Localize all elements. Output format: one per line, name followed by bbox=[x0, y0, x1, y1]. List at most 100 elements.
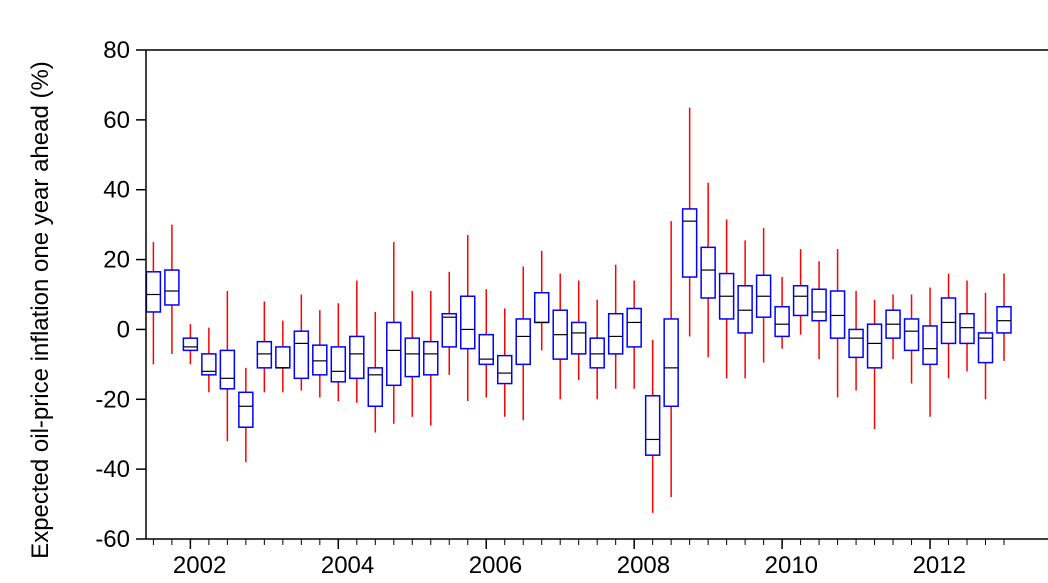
box-iqr bbox=[404, 337, 421, 378]
box-iqr bbox=[700, 246, 716, 299]
x-tick-label: 2008 bbox=[617, 552, 670, 578]
y-tick-label: 20 bbox=[103, 247, 130, 274]
y-tick-label: -60 bbox=[95, 526, 130, 553]
box-group bbox=[626, 280, 642, 389]
box-group bbox=[404, 291, 421, 417]
box-group bbox=[996, 273, 1012, 361]
box-iqr bbox=[774, 305, 790, 338]
box-group bbox=[256, 301, 273, 393]
y-tick-label: -40 bbox=[95, 456, 130, 483]
box-iqr bbox=[275, 346, 291, 369]
x-tick-label: 2002 bbox=[173, 552, 226, 578]
box-iqr bbox=[441, 312, 458, 348]
y-axis-title: Expected oil-price inflation one year ah… bbox=[27, 61, 54, 559]
box-iqr bbox=[866, 323, 883, 369]
y-tick-label: 80 bbox=[103, 37, 130, 64]
box-group bbox=[496, 308, 513, 417]
box-iqr bbox=[737, 285, 753, 334]
box-group bbox=[607, 264, 624, 389]
box-iqr bbox=[312, 344, 328, 376]
box-iqr bbox=[663, 318, 679, 408]
box-iqr bbox=[644, 395, 661, 456]
box-iqr bbox=[626, 307, 642, 348]
box-group bbox=[848, 291, 864, 391]
box-group bbox=[423, 291, 439, 426]
box-iqr bbox=[293, 330, 310, 380]
box-iqr bbox=[349, 335, 365, 380]
box-group bbox=[959, 280, 975, 372]
x-tick-label: 2012 bbox=[913, 552, 966, 578]
box-group bbox=[275, 320, 291, 393]
box-group bbox=[330, 303, 347, 402]
y-tick-label: 0 bbox=[117, 316, 130, 343]
box-iqr bbox=[330, 346, 347, 383]
box-iqr bbox=[533, 292, 550, 324]
box-group bbox=[755, 228, 772, 363]
box-group bbox=[589, 299, 605, 400]
box-group bbox=[182, 324, 199, 365]
axes-layer: -60 -40 -20 0 20 40 60 80 2002 2004 2006 2008 2010 20… bbox=[95, 37, 1048, 579]
box-group bbox=[681, 107, 698, 337]
box-iqr bbox=[589, 337, 605, 369]
box-group bbox=[145, 242, 162, 365]
box-iqr bbox=[922, 325, 938, 366]
box-iqr bbox=[423, 340, 439, 376]
box-group bbox=[718, 219, 735, 379]
y-tick-label: 40 bbox=[103, 177, 130, 204]
box-iqr bbox=[386, 321, 402, 387]
box-group bbox=[663, 221, 679, 498]
box-group bbox=[367, 311, 384, 433]
box-iqr bbox=[977, 332, 994, 364]
box-group bbox=[312, 310, 328, 398]
box-iqr bbox=[515, 318, 531, 366]
x-tick-label: 2006 bbox=[469, 552, 522, 578]
box-iqr bbox=[959, 312, 975, 345]
box-iqr bbox=[829, 290, 846, 339]
box-group bbox=[293, 294, 310, 391]
boxes-layer bbox=[145, 107, 1012, 513]
box-iqr bbox=[219, 349, 236, 390]
box-iqr bbox=[848, 328, 864, 359]
box-group bbox=[644, 339, 661, 513]
box-iqr bbox=[164, 269, 180, 306]
box-group bbox=[238, 367, 254, 463]
y-tick-label: 60 bbox=[103, 107, 130, 134]
box-iqr bbox=[201, 353, 217, 376]
box-group bbox=[219, 291, 236, 442]
box-iqr bbox=[570, 321, 587, 355]
box-group bbox=[441, 271, 458, 375]
box-iqr bbox=[478, 333, 494, 366]
box-iqr bbox=[367, 367, 384, 408]
box-group bbox=[201, 327, 217, 393]
box-group bbox=[737, 240, 753, 379]
box-group bbox=[977, 292, 994, 400]
y-tick-label: -20 bbox=[95, 386, 130, 413]
box-group bbox=[940, 273, 957, 379]
box-iqr bbox=[256, 340, 273, 369]
box-group bbox=[460, 235, 476, 402]
box-group bbox=[386, 242, 402, 424]
box-group bbox=[774, 277, 790, 349]
box-group bbox=[829, 249, 846, 398]
x-tick-label: 2010 bbox=[765, 552, 818, 578]
box-iqr bbox=[811, 288, 827, 322]
box-group bbox=[700, 182, 716, 358]
box-group bbox=[478, 289, 494, 398]
box-iqr bbox=[681, 208, 698, 278]
box-iqr bbox=[903, 318, 920, 352]
box-group bbox=[792, 249, 809, 335]
box-iqr bbox=[496, 354, 513, 385]
box-group bbox=[570, 280, 587, 381]
box-iqr bbox=[940, 297, 957, 345]
box-group bbox=[922, 287, 938, 417]
box-group bbox=[885, 294, 901, 360]
box-iqr bbox=[145, 271, 162, 313]
box-group bbox=[349, 280, 365, 403]
box-group bbox=[811, 261, 827, 360]
box-group bbox=[533, 250, 550, 351]
box-group bbox=[866, 299, 883, 429]
box-iqr bbox=[607, 312, 624, 355]
x-tick-label: 2004 bbox=[321, 552, 374, 578]
